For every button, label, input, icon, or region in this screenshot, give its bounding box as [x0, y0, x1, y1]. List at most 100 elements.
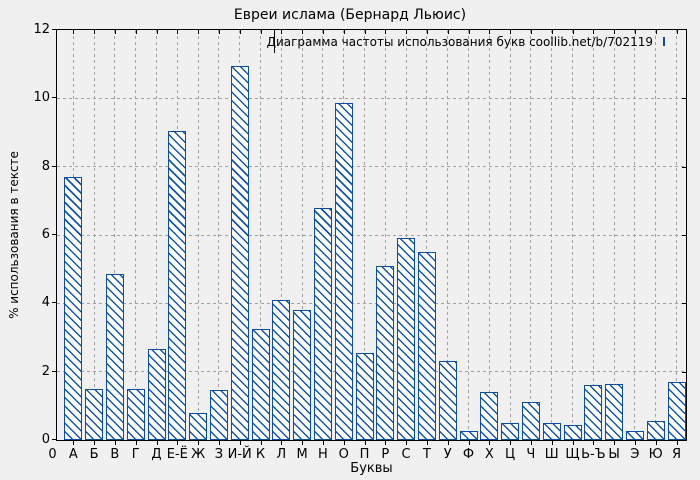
x-tick-label: Е-Ё [166, 447, 188, 462]
x-tick-mark [510, 441, 512, 445]
x-tick-mark [364, 441, 366, 445]
x-tick-label: В [110, 447, 120, 462]
bar-У [438, 361, 457, 440]
x-tick-label: Ю [648, 447, 663, 462]
x-tick-mark-top [343, 30, 345, 34]
y-tick-mark-right [682, 166, 686, 168]
x-tick-label: А [68, 447, 78, 462]
x-tick-label: Г [131, 447, 140, 462]
x-axis-label: Буквы [350, 461, 393, 476]
bar-Я [667, 381, 686, 440]
v-gridline [405, 30, 407, 440]
v-gridline [468, 30, 469, 440]
x-tick-mark-top [572, 30, 574, 34]
x-tick-mark [239, 441, 241, 445]
x-tick-label: Л [276, 447, 287, 462]
bar-И-Й [230, 65, 249, 440]
x-tick-mark-top [364, 30, 366, 34]
v-gridline [364, 30, 365, 440]
bar-З [209, 390, 228, 440]
x-tick-label: 0 [48, 447, 57, 462]
x-tick-mark [676, 441, 678, 445]
x-tick-mark-top [468, 30, 470, 34]
x-tick-mark-top [177, 30, 179, 34]
x-tick-mark [551, 441, 553, 445]
x-tick-label: М [296, 447, 308, 462]
y-tick-mark [52, 302, 56, 304]
v-gridline [156, 30, 157, 440]
v-gridline [384, 30, 386, 440]
x-tick-mark-top [198, 30, 200, 34]
x-tick-label: Т [422, 447, 431, 462]
x-tick-mark-top [426, 30, 428, 34]
h-gridline [57, 166, 686, 168]
x-tick-mark-top [655, 30, 657, 34]
v-gridline [676, 30, 677, 440]
bar-О [334, 103, 353, 440]
x-tick-mark [198, 441, 200, 445]
x-tick-mark-top [551, 30, 553, 34]
x-tick-mark-top [156, 30, 158, 34]
x-tick-mark [489, 441, 491, 445]
x-tick-mark-top [73, 30, 75, 34]
v-gridline [280, 30, 282, 440]
bar-Н [313, 207, 332, 440]
legend-label: Диаграмма частоты использования букв coo… [266, 34, 653, 49]
x-tick-mark-top [281, 30, 283, 34]
y-tick-label: 8 [41, 158, 50, 174]
x-tick-label: Ч [526, 447, 536, 462]
x-tick-mark-top [322, 30, 324, 34]
v-gridline [488, 30, 490, 440]
x-tick-mark-top [447, 30, 449, 34]
v-gridline [301, 30, 303, 440]
bar-Ю [646, 421, 665, 440]
x-tick-mark-top [114, 30, 116, 34]
v-gridline [592, 30, 594, 440]
y-tick-mark-right [682, 303, 686, 305]
x-tick-mark [406, 441, 408, 445]
y-tick-mark [52, 29, 56, 30]
chart-title: Евреи ислама (Бернард Льюис) [233, 7, 467, 23]
x-tick-mark-top [302, 30, 304, 34]
x-tick-mark [177, 441, 179, 445]
y-tick-mark [52, 165, 56, 167]
x-tick-mark [73, 441, 75, 445]
x-tick-label: Ш [544, 447, 559, 462]
y-tick-mark [52, 439, 56, 440]
y-tick-mark [52, 97, 56, 99]
y-tick-mark [52, 370, 56, 372]
bar-Т [417, 252, 436, 440]
y-tick-mark [52, 234, 56, 235]
x-tick-label: П [359, 447, 370, 462]
x-tick-label: Ь-Ъ [581, 447, 606, 462]
x-tick-mark-top [406, 30, 408, 34]
v-gridline [114, 30, 116, 440]
bar-Ь-Ъ [584, 385, 603, 440]
h-gridline [57, 302, 686, 304]
bar-Щ [563, 424, 582, 440]
x-tick-mark [447, 441, 449, 445]
v-gridline [197, 30, 199, 440]
x-tick-label: Ж [191, 447, 206, 462]
h-gridline [57, 234, 686, 236]
x-tick-mark [281, 441, 283, 445]
x-tick-mark-top [94, 30, 96, 34]
x-tick-label: Я [671, 447, 682, 462]
x-tick-mark-top [530, 30, 532, 34]
bar-Г [126, 388, 145, 440]
x-tick-mark [135, 441, 137, 445]
v-gridline [655, 30, 657, 440]
v-gridline [551, 30, 553, 440]
x-tick-mark [614, 441, 616, 445]
y-tick-mark-right [682, 235, 686, 236]
bar-Е-Ё [168, 130, 187, 440]
bar-М [293, 310, 312, 440]
y-tick-mark-right [682, 98, 686, 100]
x-tick-mark [322, 441, 324, 445]
x-tick-mark [260, 441, 262, 445]
x-tick-mark [426, 441, 428, 445]
v-gridline [447, 30, 449, 440]
y-tick-label: 0 [41, 432, 50, 447]
v-gridline [572, 30, 573, 440]
bar-Х [480, 392, 499, 440]
